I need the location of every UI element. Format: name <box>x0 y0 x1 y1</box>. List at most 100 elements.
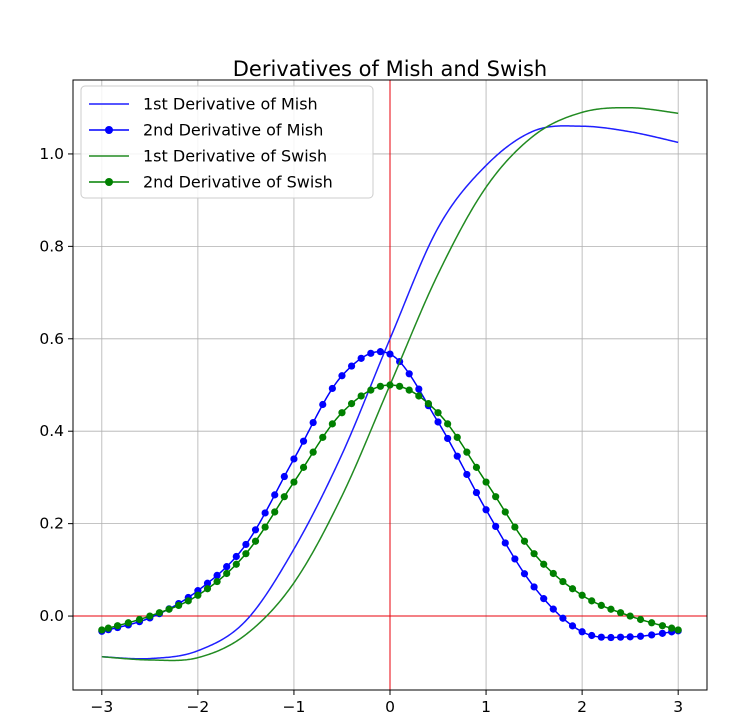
data-point-2nd-derivative-of-swish <box>482 478 490 486</box>
data-point-2nd-derivative-of-swish <box>261 523 269 531</box>
data-point-2nd-derivative-of-swish <box>146 612 154 620</box>
data-point-2nd-derivative-of-mish <box>482 506 490 514</box>
data-point-2nd-derivative-of-swish <box>415 392 423 400</box>
data-point-2nd-derivative-of-swish <box>184 597 192 605</box>
data-point-2nd-derivative-of-swish <box>453 433 461 441</box>
data-point-2nd-derivative-of-mish <box>626 633 634 641</box>
legend-marker-swatch <box>105 126 113 134</box>
data-point-2nd-derivative-of-mish <box>280 472 288 481</box>
data-point-2nd-derivative-of-mish <box>213 571 221 580</box>
data-point-2nd-derivative-of-swish <box>626 612 634 620</box>
data-point-2nd-derivative-of-mish <box>463 470 471 479</box>
data-point-2nd-derivative-of-mish <box>658 629 667 637</box>
x-tick-label: −3 <box>90 698 113 716</box>
data-point-2nd-derivative-of-swish <box>559 577 567 586</box>
data-point-2nd-derivative-of-mish <box>607 633 615 642</box>
data-point-2nd-derivative-of-mish <box>271 491 279 499</box>
data-point-2nd-derivative-of-swish <box>549 569 557 578</box>
data-point-2nd-derivative-of-mish <box>636 632 645 640</box>
data-point-2nd-derivative-of-mish <box>338 372 346 380</box>
data-point-2nd-derivative-of-swish <box>492 493 500 501</box>
data-point-2nd-derivative-of-mish <box>242 540 250 549</box>
data-point-2nd-derivative-of-mish <box>453 452 461 460</box>
data-point-2nd-derivative-of-mish <box>376 348 384 356</box>
data-point-2nd-derivative-of-swish <box>319 433 327 441</box>
data-point-2nd-derivative-of-mish <box>597 633 605 641</box>
data-point-2nd-derivative-of-swish <box>357 392 365 400</box>
data-point-2nd-derivative-of-swish <box>242 550 250 558</box>
x-tick-label: 0 <box>385 698 395 716</box>
data-point-2nd-derivative-of-mish <box>405 370 413 378</box>
data-point-2nd-derivative-of-mish <box>347 362 356 370</box>
data-point-2nd-derivative-of-mish <box>415 385 423 393</box>
legend: 1st Derivative of Mish 2nd Derivative of … <box>80 85 374 199</box>
data-point-2nd-derivative-of-swish <box>376 382 384 390</box>
data-point-2nd-derivative-of-swish <box>616 609 625 617</box>
series-line-1st-derivative-of-mish <box>101 125 679 660</box>
legend-box <box>80 85 374 199</box>
y-tick-label: 0.0 <box>39 607 64 625</box>
data-point-2nd-derivative-of-mish <box>472 488 481 497</box>
x-tick-label: 2 <box>577 698 587 716</box>
data-point-2nd-derivative-of-swish <box>530 550 538 558</box>
data-point-2nd-derivative-of-swish <box>155 609 164 617</box>
data-point-2nd-derivative-of-mish <box>290 455 298 463</box>
data-point-2nd-derivative-of-swish <box>104 624 112 632</box>
tick-layer: −3 −2 −1 0 1 2 3 0.0 0.2 0.4 0.6 0.8 1.0 <box>39 145 683 716</box>
data-point-2nd-derivative-of-mish <box>616 633 625 641</box>
data-point-2nd-derivative-of-mish <box>223 563 231 571</box>
chart-title: Derivatives of Mish and Swish <box>233 57 547 81</box>
data-point-2nd-derivative-of-swish <box>424 400 433 408</box>
data-point-2nd-derivative-of-swish <box>347 400 356 408</box>
legend-label: 1st Derivative of Swish <box>143 147 327 166</box>
data-point-2nd-derivative-of-swish <box>299 463 308 471</box>
data-point-2nd-derivative-of-swish <box>203 585 212 593</box>
legend-label: 2nd Derivative of Mish <box>143 121 323 140</box>
y-tick-label: 0.4 <box>39 422 64 440</box>
data-point-2nd-derivative-of-swish <box>396 382 404 390</box>
data-point-2nd-derivative-of-mish <box>203 579 212 587</box>
data-point-2nd-derivative-of-swish <box>280 493 288 501</box>
data-point-2nd-derivative-of-swish <box>405 386 413 394</box>
data-point-2nd-derivative-of-swish <box>597 601 605 610</box>
data-point-2nd-derivative-of-mish <box>319 400 327 409</box>
y-tick-label: 0.2 <box>39 515 64 533</box>
data-point-2nd-derivative-of-swish <box>251 537 260 545</box>
x-tick-label: −1 <box>283 698 306 716</box>
data-point-2nd-derivative-of-swish <box>463 448 471 456</box>
data-point-2nd-derivative-of-swish <box>194 591 202 599</box>
data-point-2nd-derivative-of-swish <box>135 615 144 624</box>
data-point-2nd-derivative-of-swish <box>444 420 452 428</box>
data-point-2nd-derivative-of-swish <box>540 560 548 568</box>
data-point-2nd-derivative-of-mish <box>559 614 567 622</box>
data-point-2nd-derivative-of-mish <box>386 350 394 358</box>
data-point-2nd-derivative-of-swish <box>290 478 298 486</box>
data-point-2nd-derivative-of-swish <box>271 508 279 516</box>
data-point-2nd-derivative-of-mish <box>511 555 519 563</box>
data-point-2nd-derivative-of-swish <box>578 591 586 599</box>
data-point-2nd-derivative-of-mish <box>549 605 557 613</box>
data-point-2nd-derivative-of-mish <box>501 539 509 547</box>
data-point-2nd-derivative-of-swish <box>328 420 336 428</box>
data-point-2nd-derivative-of-mish <box>251 526 260 534</box>
series-layer <box>98 106 682 662</box>
data-point-2nd-derivative-of-swish <box>223 569 231 578</box>
legend-marker-swatch <box>105 178 113 186</box>
data-point-2nd-derivative-of-swish <box>472 463 481 471</box>
data-point-2nd-derivative-of-mish <box>648 631 656 639</box>
data-point-2nd-derivative-of-swish <box>213 577 221 586</box>
data-point-2nd-derivative-of-mish <box>520 570 529 578</box>
data-point-2nd-derivative-of-swish <box>232 560 240 568</box>
data-point-2nd-derivative-of-mish <box>309 418 317 427</box>
legend-label: 2nd Derivative of Swish <box>143 173 333 192</box>
data-point-2nd-derivative-of-mish <box>357 354 365 362</box>
data-point-2nd-derivative-of-swish <box>434 409 442 417</box>
data-point-2nd-derivative-of-mish <box>328 384 336 393</box>
data-point-2nd-derivative-of-mish <box>261 509 269 517</box>
x-tick-label: 1 <box>481 698 491 716</box>
y-tick-label: 0.8 <box>39 237 64 255</box>
data-point-2nd-derivative-of-swish <box>588 597 596 605</box>
data-point-2nd-derivative-of-swish <box>124 619 132 627</box>
data-point-2nd-derivative-of-swish <box>607 605 615 613</box>
data-point-2nd-derivative-of-swish <box>658 622 667 630</box>
